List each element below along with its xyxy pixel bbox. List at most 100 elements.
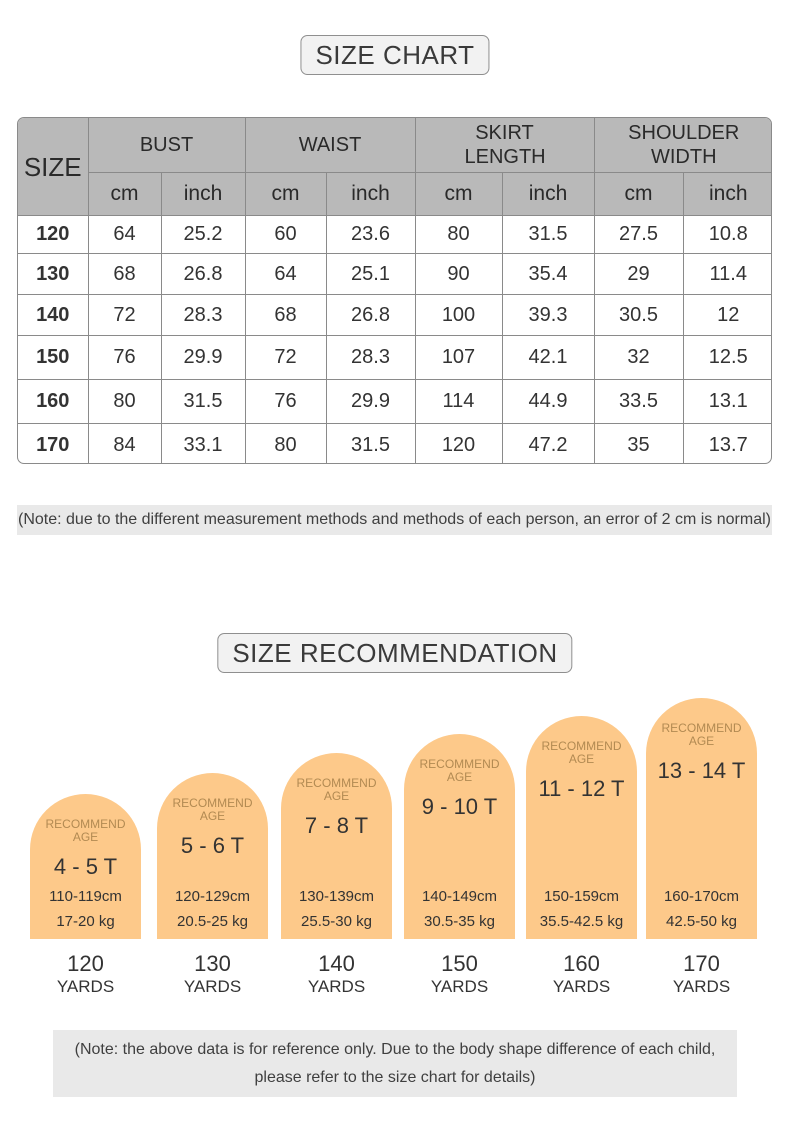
table-cell: 114 — [414, 379, 503, 424]
size-cell: 120 — [18, 215, 89, 254]
size-cell: 150 — [18, 335, 89, 380]
recommend-label: RECOMMEND — [661, 721, 742, 735]
recommend-label: RECOMMEND — [419, 757, 500, 771]
size-number: 130 — [194, 951, 231, 976]
table-row: 120 64 25.2 60 23.6 80 31.5 27.5 10.8 — [18, 215, 771, 254]
unit-header: cm — [593, 172, 684, 216]
height-range: 120-129cm — [174, 888, 251, 905]
table-cell: 33.5 — [593, 379, 684, 424]
weight-range: 30.5-35 kg — [424, 913, 495, 930]
size-cell: 130 — [18, 253, 89, 295]
unit-header: cm — [88, 172, 162, 216]
reference-note: (Note: the above data is for reference o… — [53, 1030, 737, 1097]
weight-range: 20.5-25 kg — [177, 913, 248, 930]
size-label: 140 YARDS — [281, 951, 392, 997]
recommend-label: RECOMMEND — [541, 739, 622, 753]
yards-label: YARDS — [430, 977, 489, 996]
unit-header: inch — [160, 172, 246, 216]
table-cell: 32 — [593, 335, 684, 380]
height-range: 110-119cm — [49, 888, 122, 905]
weight-range: 25.5-30 kg — [301, 913, 372, 930]
table-cell: 44.9 — [501, 379, 595, 424]
table-row: 170 84 33.1 80 31.5 120 47.2 35 13.7 — [18, 423, 771, 463]
recommendation-card: RECOMMEND AGE 7 - 8 T 130-139cm 25.5-30 kg — [281, 753, 392, 939]
table-cell: 42.1 — [501, 335, 595, 380]
table-cell: 68 — [87, 253, 162, 295]
age-range: 13 - 14 T — [657, 758, 746, 783]
table-cell: 13.7 — [682, 423, 771, 463]
height-range: 160-170cm — [663, 888, 740, 905]
size-number: 140 — [318, 951, 355, 976]
recommendation-card: RECOMMEND AGE 13 - 14 T 160-170cm 42.5-50 kg — [646, 698, 757, 939]
height-range: 130-139cm — [298, 888, 375, 905]
unit-header: inch — [682, 172, 771, 216]
table-cell: 47.2 — [501, 423, 595, 463]
reference-note-line-2: please refer to the size chart for detai… — [254, 1069, 536, 1086]
skirt-length-header: SKIRT LENGTH — [414, 118, 595, 173]
recommendation-card: RECOMMEND AGE 5 - 6 T 120-129cm 20.5-25 kg — [157, 773, 268, 939]
age-label: AGE — [568, 752, 595, 766]
recommendation-card: RECOMMEND AGE 11 - 12 T 150-159cm 35.5-42.5 … — [526, 716, 637, 939]
table-cell: 31.5 — [325, 423, 416, 463]
recommendation-card: RECOMMEND AGE 9 - 10 T 140-149cm 30.5-35 kg — [404, 734, 515, 939]
table-cell: 31.5 — [160, 379, 246, 424]
table-cell: 33.1 — [160, 423, 246, 463]
size-number: 120 — [67, 951, 104, 976]
size-recommendation-title: SIZE RECOMMENDATION — [217, 633, 573, 673]
recommend-age-label: RECOMMEND AGE — [157, 797, 268, 823]
table-cell: 35.4 — [501, 253, 595, 295]
recommend-age-label: RECOMMEND AGE — [281, 777, 392, 803]
recommend-label: RECOMMEND — [172, 796, 253, 810]
age-range: 9 - 10 T — [421, 794, 498, 819]
table-cell: 29.9 — [325, 379, 416, 424]
size-header: SIZE — [18, 118, 89, 216]
table-cell: 11.4 — [682, 253, 771, 295]
table-cell: 107 — [414, 335, 503, 380]
table-cell: 31.5 — [501, 215, 595, 254]
unit-header: cm — [244, 172, 327, 216]
table-cell: 72 — [87, 294, 162, 336]
size-label: 120 YARDS — [30, 951, 141, 997]
recommend-age-label: RECOMMEND AGE — [526, 740, 637, 766]
reference-note-line-1: (Note: the above data is for reference o… — [74, 1041, 716, 1058]
table-cell: 80 — [87, 379, 162, 424]
recommend-label: RECOMMEND — [45, 817, 126, 831]
table-cell: 100 — [414, 294, 503, 336]
shoulder-width-header: SHOULDER WIDTH — [593, 118, 771, 173]
size-label: 160 YARDS — [526, 951, 637, 997]
age-label: AGE — [446, 770, 473, 784]
table-cell: 25.2 — [160, 215, 246, 254]
age-label: AGE — [323, 789, 350, 803]
unit-header: cm — [414, 172, 503, 216]
table-cell: 120 — [414, 423, 503, 463]
table-cell: 29.9 — [160, 335, 246, 380]
table-cell: 68 — [244, 294, 327, 336]
table-cell: 28.3 — [160, 294, 246, 336]
yards-label: YARDS — [307, 977, 366, 996]
age-range: 11 - 12 T — [538, 776, 625, 801]
size-chart-title: SIZE CHART — [300, 35, 490, 75]
height-range: 140-149cm — [421, 888, 498, 905]
skirt-length-label: SKIRT LENGTH — [464, 122, 546, 168]
size-cell: 170 — [18, 423, 89, 463]
size-number: 160 — [563, 951, 600, 976]
size-number: 150 — [441, 951, 478, 976]
table-cell: 80 — [244, 423, 327, 463]
weight-range: 42.5-50 kg — [666, 913, 737, 930]
table-cell: 90 — [414, 253, 503, 295]
size-cell: 160 — [18, 379, 89, 424]
age-label: AGE — [199, 809, 226, 823]
recommendation-card: RECOMMEND AGE 4 - 5 T 110-119cm 17-20 kg — [30, 794, 141, 939]
table-cell: 29 — [593, 253, 684, 295]
table-row: 140 72 28.3 68 26.8 100 39.3 30.5 12 — [18, 294, 771, 336]
table-cell: 27.5 — [593, 215, 684, 254]
table-cell: 80 — [414, 215, 503, 254]
table-cell: 30.5 — [593, 294, 684, 336]
height-range: 150-159cm — [543, 888, 620, 905]
table-cell: 26.8 — [325, 294, 416, 336]
age-label: AGE — [688, 734, 715, 748]
size-chart-table: SIZE BUST WAIST SKIRT LENGTH SHOULDER WI… — [17, 117, 772, 464]
unit-header: inch — [325, 172, 416, 216]
size-cell: 140 — [18, 294, 89, 336]
bust-header: BUST — [87, 118, 246, 173]
